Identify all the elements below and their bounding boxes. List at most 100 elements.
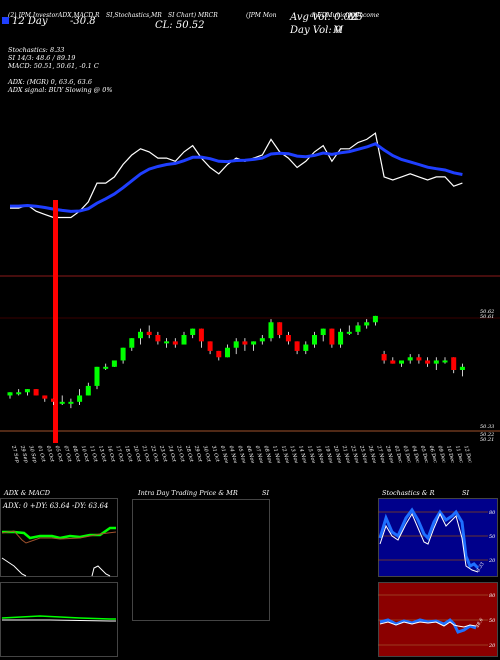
x-tick-label: 07 Nov (254, 445, 265, 464)
header-close: CL: 50.52 (155, 20, 205, 31)
stoch-panel-si: SI (462, 489, 470, 497)
x-tick-label: 14 Nov (297, 445, 308, 464)
candle-body (7, 392, 13, 396)
x-tick-label: 30 Oct (201, 445, 211, 464)
candle-body (451, 357, 457, 370)
adx-panel-title: ADX & MACD (4, 489, 50, 497)
x-tick-label: 31 Oct (210, 445, 220, 464)
x-tick-label: 03 Dec (402, 445, 412, 464)
stat-si: SI 14/3: 48.6 / 89.19 (8, 54, 76, 62)
candle-body (120, 347, 126, 361)
x-tick-label: 13 Oct (97, 445, 107, 464)
x-tick-label: 18 Oct (123, 445, 133, 464)
stoch-panel-title: Stochastics & R (382, 489, 435, 497)
candle-body (251, 341, 257, 345)
price-label-low: 50.33 (480, 424, 494, 430)
price-label-high: 50.62 (480, 309, 494, 315)
candle-body (85, 385, 91, 396)
x-tick-label: 10 Dec (445, 445, 455, 464)
x-tick-label: 12 Dec (462, 445, 472, 464)
candle-body (59, 401, 65, 404)
adx-white-line2 (91, 565, 111, 577)
x-tick-label: 03 Oct (45, 445, 55, 464)
candle-body (338, 331, 344, 345)
rsi-blue-line (379, 618, 477, 634)
adx-orange-line (1, 530, 117, 544)
x-tick-label: 29 Nov (384, 444, 395, 464)
stoch-tick-50: 50 (489, 534, 496, 540)
candle-body (390, 360, 396, 364)
intra-day-panel (132, 499, 270, 621)
header-day-vol: Day Vol: 0 (290, 25, 342, 36)
candle-body (42, 395, 48, 399)
x-tick-label: 04 Nov (228, 445, 239, 464)
x-tick-label: 08 Oct (71, 445, 81, 464)
x-tick-label: 05 Oct (54, 445, 64, 464)
candle-body (77, 395, 83, 402)
x-tick-label: 13 Nov (288, 445, 299, 464)
x-tick-label: 27 Nov (375, 444, 386, 464)
x-tick-label: 22 Oct (149, 444, 160, 464)
candle-body (372, 315, 378, 323)
stoch-white-line (379, 512, 479, 573)
adx-white-line (1, 557, 27, 577)
x-tick-label: 16 Oct (106, 445, 116, 464)
x-tick-label: 27 Sep (10, 444, 21, 464)
candle-body (277, 322, 283, 335)
rsi-tick-80: 80 (489, 593, 496, 599)
x-tick-label: 18 Nov (315, 445, 326, 464)
stat-stochastics: Stochastics: 8.33 (8, 46, 65, 54)
rsi-white-line (10, 132, 463, 219)
macd-green-line (1, 615, 116, 620)
candle-body (233, 341, 239, 348)
candle-body (459, 366, 465, 370)
legend-blue-square (2, 17, 9, 24)
candle-body (285, 335, 291, 342)
x-tick-label: 22 Nov (349, 444, 360, 464)
x-tick-label: 17 Oct (114, 445, 124, 464)
candle-body (242, 341, 248, 345)
x-tick-label: 11 Dec (454, 445, 464, 464)
x-tick-label: 11 Nov (271, 445, 282, 464)
x-tick-label: 05 Dec (419, 445, 429, 464)
candle-body (303, 344, 309, 351)
header-line1-left: (2) JPM InvestorADX,MACD,R (8, 12, 100, 19)
x-tick-label: 01 Oct (36, 445, 46, 464)
x-tick-label: 09 Dec (436, 445, 446, 464)
candle-body (268, 322, 274, 339)
candle-body (181, 335, 187, 345)
candle-body (312, 335, 317, 345)
candle-body (129, 338, 135, 348)
stat-adx: ADX: (MGR) 0, 63.6, 63.6 (8, 78, 93, 86)
price-label-low3: 50.21 (480, 437, 494, 443)
candle-body (146, 331, 152, 335)
stoch-tick-80: 80 (489, 510, 496, 516)
candle-body (216, 350, 222, 358)
header-avg-vol: Avg Vol: 0.025 (290, 12, 363, 23)
candle-body (399, 360, 404, 364)
candle-body (16, 392, 22, 395)
rsi-white-line (379, 621, 477, 628)
x-tick-label: 06 Nov (245, 445, 256, 464)
header-avg-vol-unit: M (348, 12, 359, 23)
candle-body (207, 341, 213, 351)
x-tick-label: 30 Sep (27, 445, 38, 464)
candle-body (294, 341, 300, 351)
x-tick-label: 08 Nov (262, 445, 273, 464)
price-label-low2: 50.22 (480, 432, 494, 438)
candle-body (164, 341, 170, 344)
x-tick-label: 28 Oct (184, 444, 195, 464)
x-tick-label: 19 Nov (323, 445, 334, 464)
x-tick-label: 21 Oct (140, 444, 151, 464)
x-tick-label: 29 Sep (19, 444, 30, 464)
rsi-value: 48.6 (474, 617, 485, 630)
candle-body (103, 366, 109, 369)
header-line1-mid: SI,Stochastics,MR (106, 12, 162, 19)
x-tick-label: 24 Oct (166, 444, 177, 464)
candle-body (407, 357, 413, 361)
candles-group (7, 315, 465, 409)
adx-macd-panel: ADX: 0 +DY: 63.64 -DY: 63.64 (0, 498, 118, 657)
x-tick-label: 25 Nov (358, 444, 369, 464)
x-tick-label: 06 Dec (428, 445, 438, 464)
